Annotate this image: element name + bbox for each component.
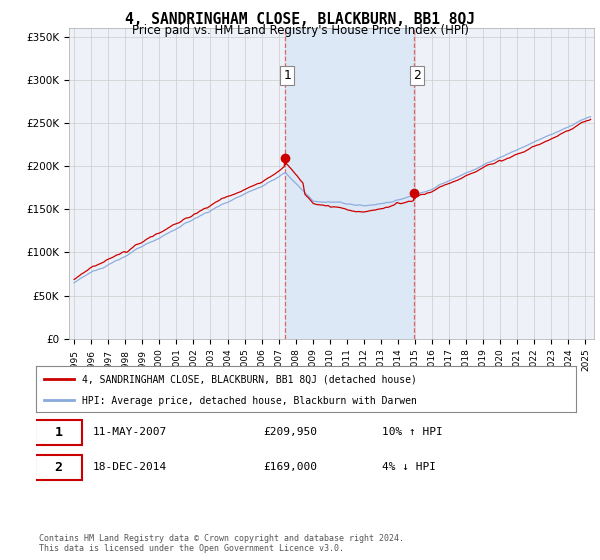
Text: 4, SANDRINGHAM CLOSE, BLACKBURN, BB1 8QJ (detached house): 4, SANDRINGHAM CLOSE, BLACKBURN, BB1 8QJ…: [82, 375, 417, 385]
Text: HPI: Average price, detached house, Blackburn with Darwen: HPI: Average price, detached house, Blac…: [82, 396, 417, 406]
FancyBboxPatch shape: [35, 420, 82, 445]
Text: 1: 1: [55, 426, 62, 439]
Text: £209,950: £209,950: [263, 427, 317, 437]
Text: 2: 2: [55, 460, 62, 474]
Text: 4% ↓ HPI: 4% ↓ HPI: [382, 462, 436, 472]
FancyBboxPatch shape: [35, 455, 82, 479]
Text: 10% ↑ HPI: 10% ↑ HPI: [382, 427, 442, 437]
Text: Price paid vs. HM Land Registry's House Price Index (HPI): Price paid vs. HM Land Registry's House …: [131, 24, 469, 37]
Text: 18-DEC-2014: 18-DEC-2014: [92, 462, 167, 472]
Text: 4, SANDRINGHAM CLOSE, BLACKBURN, BB1 8QJ: 4, SANDRINGHAM CLOSE, BLACKBURN, BB1 8QJ: [125, 12, 475, 27]
Text: £169,000: £169,000: [263, 462, 317, 472]
Bar: [285, 28, 415, 339]
Text: 1: 1: [283, 69, 291, 82]
Text: Contains HM Land Registry data © Crown copyright and database right 2024.
This d: Contains HM Land Registry data © Crown c…: [39, 534, 404, 553]
Text: 2: 2: [413, 69, 421, 82]
Text: 11-MAY-2007: 11-MAY-2007: [92, 427, 167, 437]
